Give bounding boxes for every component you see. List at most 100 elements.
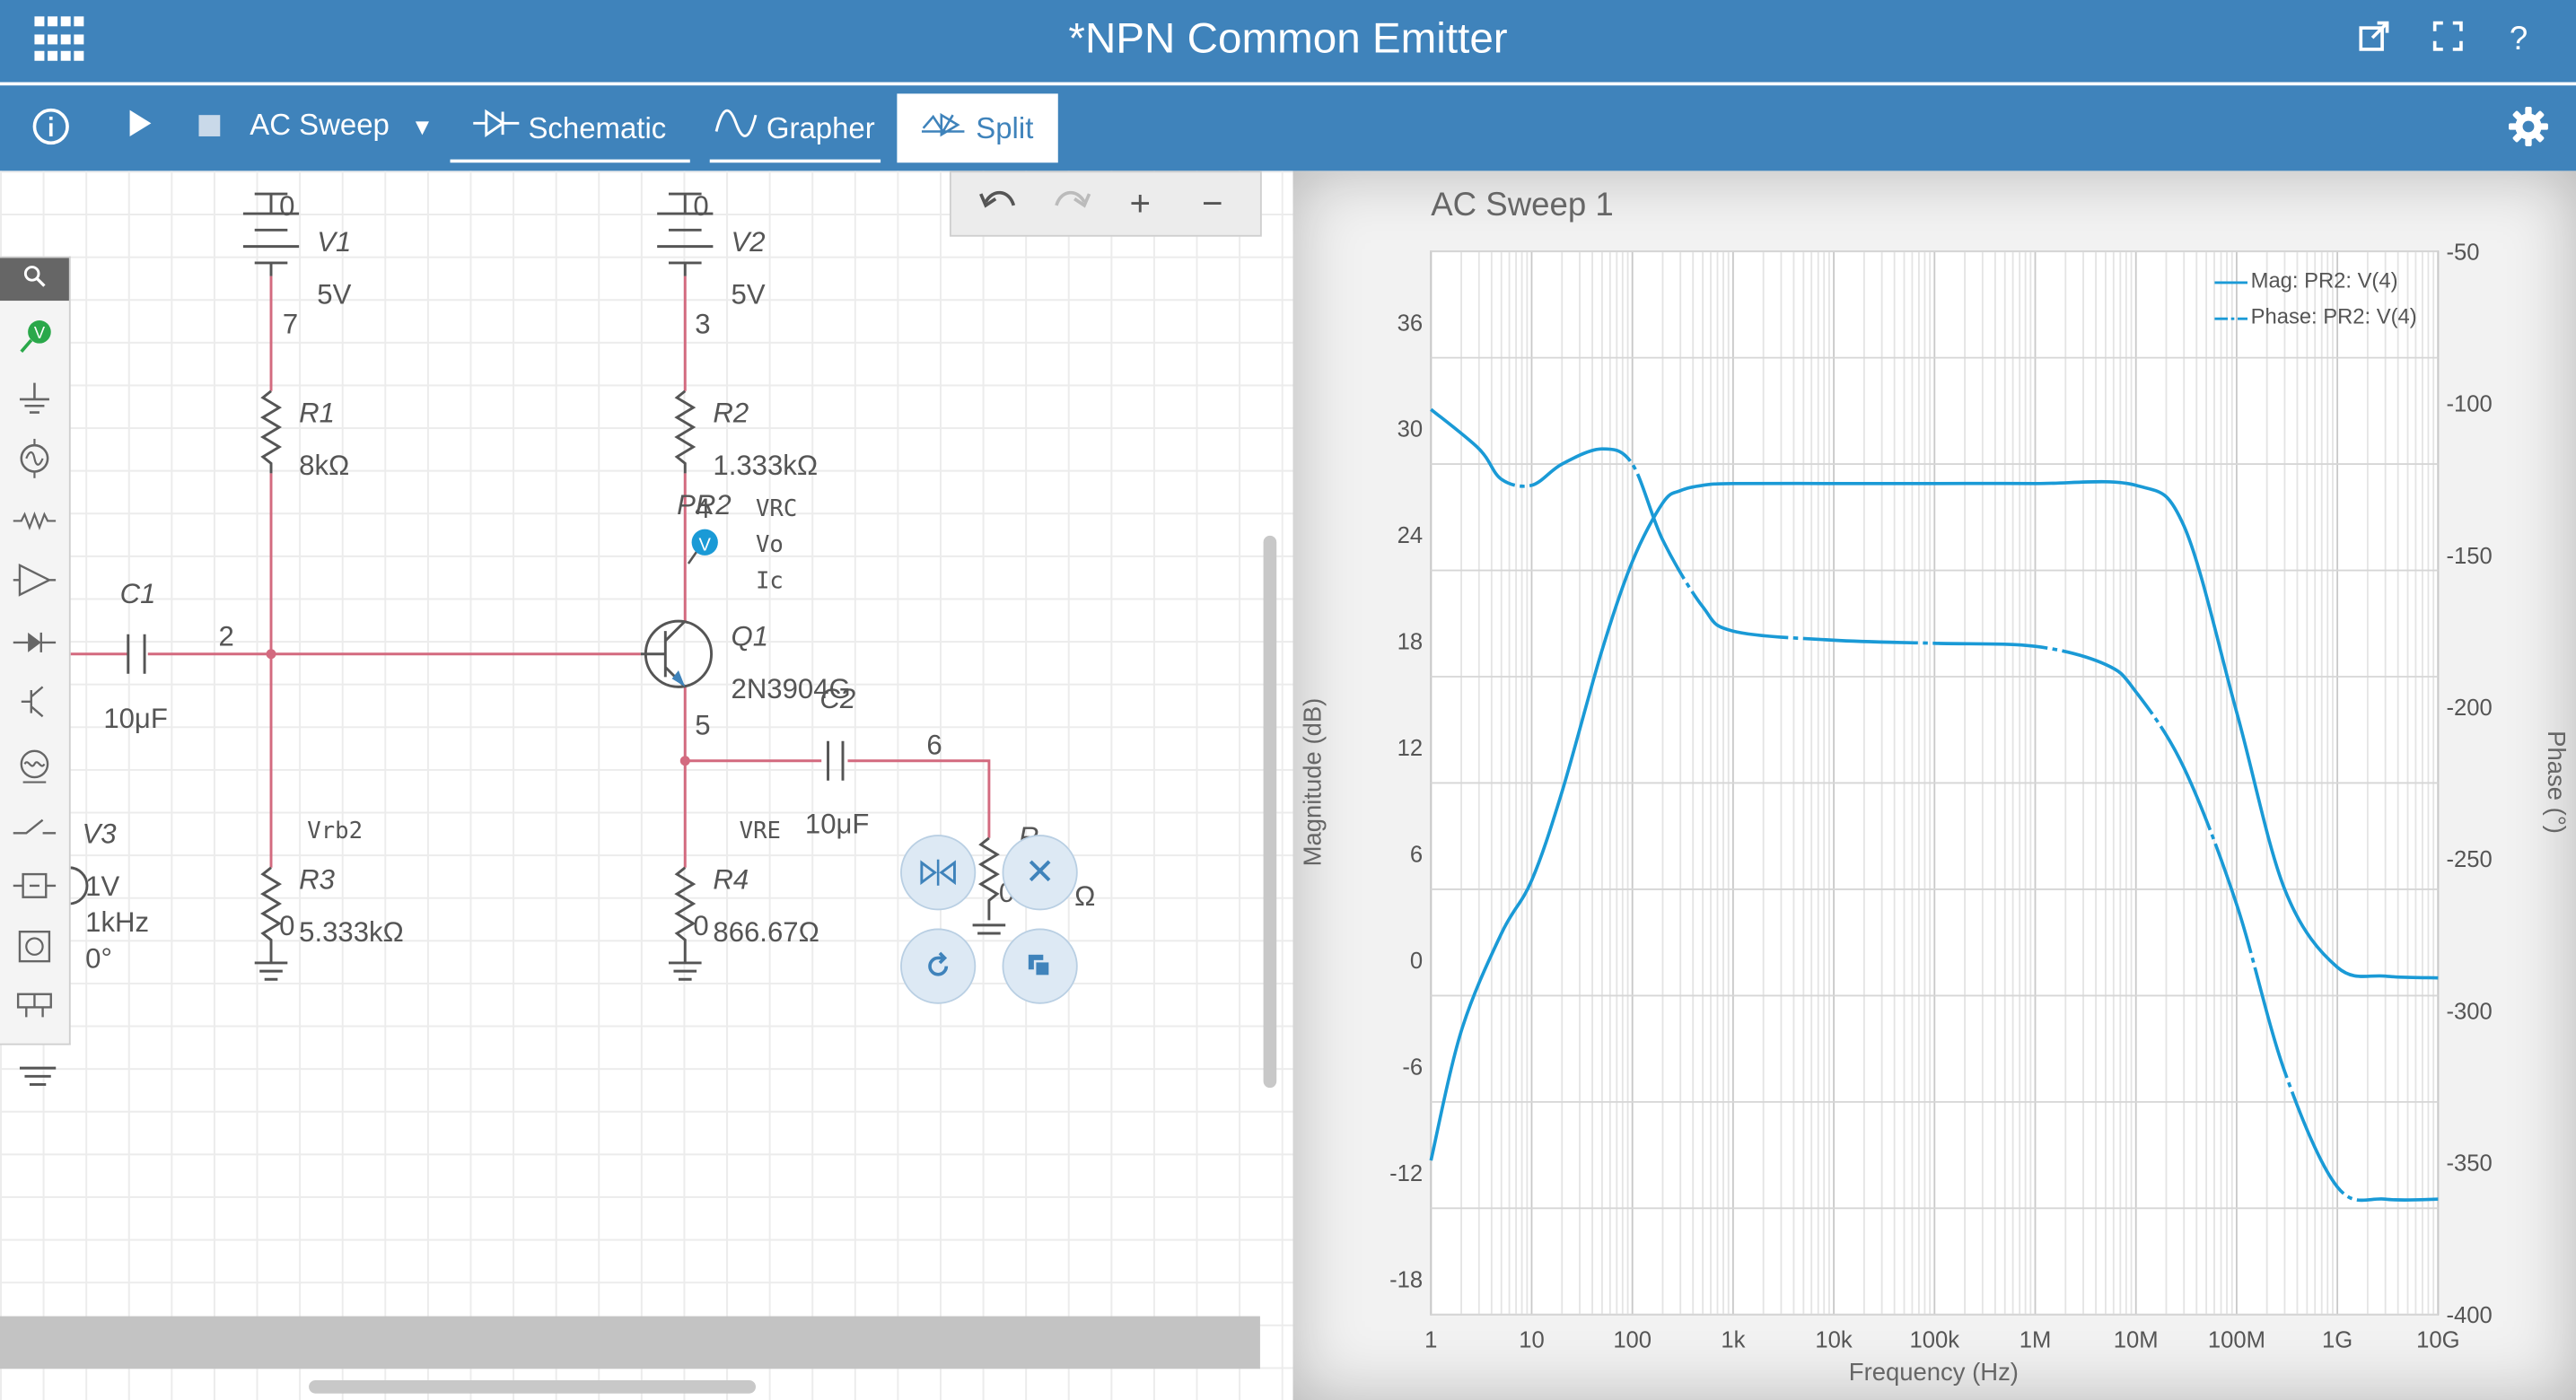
zoom-out-button[interactable]: −	[1202, 182, 1223, 224]
ac-sweep-chart[interactable]: 1 10 100 1k 10k 100k 1M 10M 100M 1G 10G 36 30 24 18 12…	[1293, 171, 2576, 1400]
ac-source-icon[interactable]	[13, 438, 57, 482]
rotate-button[interactable]	[900, 928, 977, 1004]
left-tick-label: 36	[1398, 311, 1423, 336]
node-5-label: 5	[695, 709, 711, 741]
r1-value: 8kΩ	[299, 450, 350, 482]
chart-legend: Mag: PR2: V(4) Phase: PR2: V(4)	[2214, 268, 2417, 329]
node-4-label: 4	[695, 493, 711, 525]
tab-split[interactable]: Split	[897, 93, 1058, 163]
oscillator-icon[interactable]	[13, 925, 57, 968]
search-icon[interactable]	[0, 258, 69, 302]
node-2-label: 2	[218, 621, 234, 652]
grapher-pane: 1 10 100 1k 10k 100k 1M 10M 100M 1G 10G 36 30 24 18 12…	[1292, 171, 2576, 1400]
tab-grapher[interactable]: Grapher	[709, 93, 881, 163]
left-tick-label: 30	[1398, 417, 1423, 442]
schematic-canvas[interactable]: V 0 V1 5V 7 0 V2 5V 3 R1 8kΩ R2 1.333kΩ …	[0, 171, 1293, 1400]
meter-icon[interactable]	[13, 866, 57, 909]
play-icon[interactable]	[121, 107, 157, 150]
x-tick-label: 1	[1424, 1327, 1437, 1352]
r1-name[interactable]: R1	[299, 398, 335, 429]
c2-name[interactable]: C2	[819, 683, 856, 715]
probe-badge: V	[699, 535, 712, 555]
switch-icon[interactable]	[13, 807, 57, 850]
transistor-icon[interactable]	[13, 682, 57, 725]
stop-icon[interactable]	[194, 107, 227, 150]
v2-value: 5V	[731, 279, 766, 311]
component-palette: V	[0, 256, 71, 1046]
r2-name[interactable]: R2	[713, 398, 749, 429]
r4-node-label: 0	[693, 910, 709, 942]
x-tick-label: 1M	[2020, 1327, 2052, 1352]
left-tick-label: -18	[1389, 1267, 1423, 1292]
grid-menu-icon[interactable]	[34, 16, 84, 66]
schematic-horizontal-scroll-track	[0, 1316, 1260, 1369]
y-gridlines	[1431, 250, 2439, 1316]
right-tick-label: -100	[2446, 392, 2492, 417]
magnitude-series-line	[1429, 479, 2439, 1161]
x-tick-label: 100M	[2208, 1327, 2265, 1352]
earth-icon[interactable]	[16, 1046, 59, 1089]
v1-ground-label: 0	[279, 190, 295, 223]
r3-node-label: 0	[279, 910, 295, 942]
schematic-wires: V	[19, 192, 1006, 1086]
fullscreen-icon[interactable]	[2428, 20, 2467, 59]
probe-name[interactable]: PR2	[677, 489, 732, 521]
ground-icon[interactable]	[13, 380, 57, 423]
analysis-selector[interactable]: AC Sweep ▼	[250, 109, 434, 143]
r3-name[interactable]: R3	[299, 864, 335, 896]
x-tick-label: 10	[1519, 1327, 1544, 1352]
redo-icon[interactable]	[1047, 182, 1096, 225]
right-axis-label: Phase (°)	[2543, 731, 2571, 834]
x-tick-label: 1k	[1721, 1327, 1745, 1352]
title-bar: *NPN Common Emitter ?	[0, 0, 2576, 83]
delete-icon: ✕	[1024, 851, 1056, 893]
vrb2-label: Vrb2	[307, 818, 364, 845]
schematic-vertical-scrollbar[interactable]	[1263, 535, 1277, 1089]
v2-name[interactable]: V2	[731, 226, 766, 258]
sine-wave-icon	[715, 109, 767, 145]
info-icon[interactable]	[30, 107, 73, 150]
lamp-icon[interactable]	[13, 748, 57, 791]
q1-name[interactable]: Q1	[731, 621, 769, 652]
opamp-icon[interactable]	[13, 560, 57, 603]
right-tick-label: -400	[2446, 1303, 2492, 1328]
legend-phase: Phase: PR2: V(4)	[2251, 305, 2417, 329]
v1-name[interactable]: V1	[317, 226, 352, 258]
voltage-probe-icon[interactable]: V	[13, 317, 57, 360]
flip-button[interactable]	[900, 835, 977, 911]
resistor-icon[interactable]	[13, 501, 57, 544]
c1-name[interactable]: C1	[119, 578, 156, 610]
probe-readout-vo: Vo	[755, 532, 784, 559]
zoom-in-button[interactable]: +	[1129, 182, 1152, 224]
left-tick-label: -6	[1402, 1055, 1423, 1081]
left-tick-label: 24	[1398, 523, 1423, 548]
q1-model: 2N3904G	[731, 673, 851, 705]
left-tick-label: -12	[1389, 1161, 1423, 1186]
schematic-horizontal-scrollbar[interactable]	[309, 1380, 756, 1394]
tab-schematic[interactable]: Schematic	[450, 93, 690, 163]
connector-icon[interactable]	[13, 984, 57, 1028]
right-tick-label: -150	[2446, 544, 2492, 569]
help-icon[interactable]: ?	[2509, 21, 2528, 58]
v3-frequency: 1kHz	[85, 906, 150, 939]
right-tick-labels: -50 -100 -150 -200 -250 -300 -350 -400	[2446, 240, 2492, 1328]
document-title: *NPN Common Emitter	[1068, 13, 1508, 63]
x-tick-label: 10M	[2114, 1327, 2159, 1352]
v3-amplitude: 1V	[85, 871, 120, 903]
duplicate-icon	[1025, 954, 1055, 988]
right-tick-label: -300	[2446, 999, 2492, 1024]
series-lines	[1429, 407, 2439, 1203]
diode-icon[interactable]	[13, 623, 57, 666]
analysis-label: AC Sweep	[250, 108, 390, 142]
popout-icon[interactable]	[2354, 20, 2394, 59]
r4-name[interactable]: R4	[713, 864, 749, 896]
undo-icon[interactable]	[974, 182, 1023, 225]
x-tick-label: 1G	[2322, 1327, 2353, 1352]
delete-button[interactable]: ✕	[1002, 835, 1078, 911]
chart-title: AC Sweep 1	[1431, 186, 1613, 223]
svg-text:V: V	[34, 323, 46, 342]
r4-value: 866.67Ω	[713, 916, 819, 949]
duplicate-button[interactable]	[1002, 928, 1078, 1004]
gear-icon[interactable]	[2507, 107, 2550, 150]
v3-name[interactable]: V3	[82, 818, 117, 850]
